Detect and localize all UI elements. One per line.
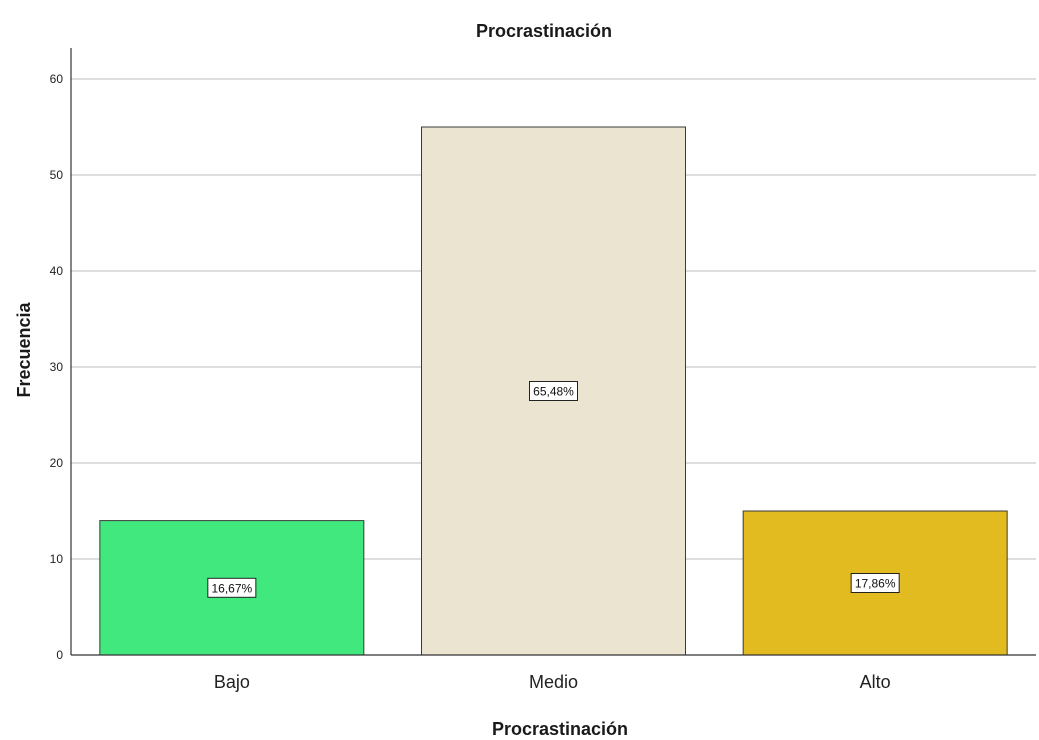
y-tick-label-1: 10 <box>50 552 64 566</box>
axes <box>70 48 1036 656</box>
x-tick-labels: Bajo Medio Alto <box>214 672 891 692</box>
y-axis-title: Frecuencia <box>14 301 34 397</box>
y-tick-label-6: 60 <box>50 72 64 86</box>
chart-title: Procrastinación <box>476 21 612 41</box>
data-label-box-1 <box>529 381 578 401</box>
x-tick-label-bajo: Bajo <box>214 672 250 692</box>
y-tick-label-5: 50 <box>50 168 64 182</box>
x-axis-title: Procrastinación <box>492 719 628 739</box>
data-label-1: 65,48% <box>533 385 574 399</box>
y-tick-label-3: 30 <box>50 360 64 374</box>
data-label-box-2 <box>850 573 900 593</box>
x-tick-label-medio: Medio <box>529 672 578 692</box>
data-label-2: 17,86% <box>855 577 896 591</box>
y-tick-labels: 0 10 20 30 40 50 60 <box>50 72 64 662</box>
y-tick-label-0: 0 <box>56 648 63 662</box>
data-label-box-0 <box>207 577 257 598</box>
data-labels: 16,67% 65,48% 17,86% <box>207 381 900 598</box>
x-tick-label-alto: Alto <box>860 672 891 692</box>
y-tick-label-4: 40 <box>50 264 64 278</box>
y-tick-label-2: 20 <box>50 456 64 470</box>
data-label-0: 16,67% <box>211 581 252 595</box>
